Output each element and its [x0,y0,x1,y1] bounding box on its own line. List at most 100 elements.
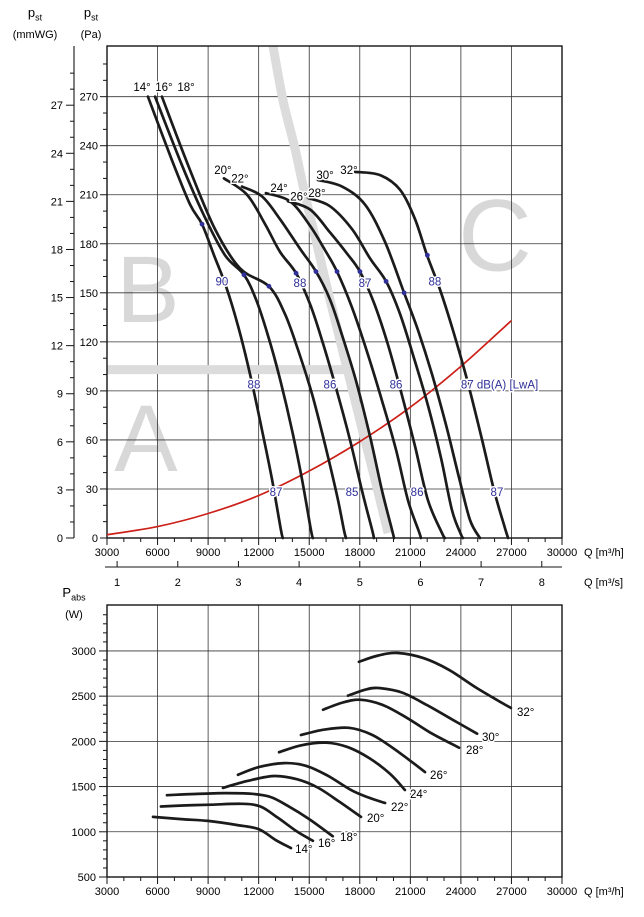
noise-label: 87 dB(A) [LwA] [461,379,538,391]
pressure-curve-14deg [146,95,285,540]
q-tick-label: 18000 [344,886,375,898]
power-angle-label-18deg: 18° [340,832,357,844]
power-angle-label-32deg: 32° [517,707,534,719]
m3s-tick-label: 3 [235,577,241,589]
angle-label-26deg: 26° [290,191,307,203]
q-tick-label: 24000 [446,886,477,898]
mmwg-axis: 0 3 6 9 12 15 18 21 24 27 [51,46,75,545]
q-tick-label: 27000 [496,886,527,898]
noise-marker-dot [293,270,299,276]
noise-label: 87 [491,487,504,499]
power-y-axis-title: Pabs (W) [62,585,86,621]
power-angle-label-30deg: 30° [482,732,499,744]
mmwg-tick-label: 9 [57,389,63,401]
noise-label: 86 [324,379,337,391]
m3s-tick-label: 5 [357,577,363,589]
q-tick-label: 6000 [145,886,169,898]
power-x-axis: 3000 6000 9000 12000 15000 18000 21000 24000 270… [95,877,624,898]
pressure-curve-22deg [240,185,396,540]
mmwg-tick-label: 3 [57,485,63,497]
m3s-tick-label: 8 [539,577,545,589]
noise-marker-dot [334,269,340,274]
pressure-curve-24deg [264,191,423,540]
mmwg-tick-label: 6 [57,437,63,449]
mmwg-tick-label: 24 [51,148,63,160]
q-tick-label: 12000 [243,547,274,559]
q-tick-label: 24000 [446,547,477,559]
angle-label-24deg: 24° [270,183,287,195]
q-tick-label: 3000 [95,547,119,559]
pa-tick-label: 240 [80,141,98,153]
mmwg-tick-label: 18 [51,244,63,256]
power-angle-label-28deg: 28° [466,745,483,757]
power-angle-label-16deg: 16° [318,838,335,850]
q-tick-label: 18000 [344,547,375,559]
pressure-x-axis: 3000 6000 9000 12000 15000 18000 21000 24000 270… [95,538,624,559]
zone-letter-C: C [458,179,532,293]
q-tick-label: 6000 [145,547,169,559]
pa-tick-label: 120 [80,337,98,349]
angle-label-18deg: 18° [177,82,194,94]
pa-tick-label: 270 [80,92,98,104]
w-tick-label: 3000 [72,646,96,658]
q-tick-label: 15000 [294,547,325,559]
pressure-curve-18deg [160,95,348,540]
angle-label-32deg: 32° [340,165,357,177]
noise-marker-dot [266,283,272,289]
power-curve-32deg [357,651,513,710]
q-tick-label: 9000 [196,886,220,898]
pa-tick-label: 60 [86,435,98,447]
pressure-curve-32deg [353,170,510,540]
power-angle-label-24deg: 24° [410,789,427,801]
power-curve-14deg [151,815,293,850]
angle-label-14deg: 14° [133,82,150,94]
angle-label-28deg: 28° [308,188,325,200]
noise-marker-dot [357,269,363,274]
w-tick-label: 1000 [72,827,96,839]
power-curve-24deg [277,741,407,792]
m3s-tick-label: 7 [478,577,484,589]
pa-tick-label: 150 [80,288,98,300]
noise-label: 88 [429,276,442,288]
x-axis-unit-m3h: Q [m³/h] [584,547,624,559]
w-tick-label: 2500 [72,691,96,703]
diagonal-guide-band [268,45,393,535]
angle-label-16deg: 16° [155,82,172,94]
power-grid [107,605,562,877]
mmwg-tick-label: 21 [51,196,63,208]
pressure-curve-16deg [153,95,315,540]
mmwg-tick-label: 27 [51,100,63,112]
power-chart: 14° 16° 18° 20° 22°24°26° 28°30° 32° 500 1000 150… [72,604,624,898]
power-curve-20deg [221,774,363,819]
m3s-tick-label: 1 [114,577,120,589]
noise-label: 87 [359,278,372,290]
pressure-y-axis-title-mmwg: pst (mmWG) [12,5,58,41]
w-tick-label: 1500 [72,782,96,794]
power-curve-28deg [321,698,461,750]
x-axis-unit-m3s: Q [m³/s] [584,577,623,589]
zone-letter-A: A [114,386,178,492]
w-tick-label: 500 [78,872,96,884]
power-angle-label-20deg: 20° [367,813,384,825]
pa-tick-label: 30 [86,484,98,496]
pressure-curve-30deg [316,178,482,540]
pressure-x-axis-m3s: 1 2 3 4 5 6 7 8 Q [m³/s] [105,561,623,589]
system-resistance-curve [106,319,512,536]
pa-tick-label: 210 [80,190,98,202]
power-curve-18deg [165,791,335,838]
mmwg-tick-label: 15 [51,293,63,305]
q-tick-label: 30000 [547,886,578,898]
q-tick-label: 21000 [395,886,426,898]
pressure-curve-20deg [222,177,376,540]
q-tick-label: 9000 [196,547,220,559]
angle-label-22deg: 22° [231,173,248,185]
angle-label-30deg: 30° [316,170,333,182]
pressure-curve-26deg [286,199,447,540]
noise-marker-dot [401,290,407,296]
power-curve-26deg [299,726,427,774]
noise-marker-dot [199,221,205,227]
w-tick-label: 2000 [72,736,96,748]
noise-label: 88 [248,379,261,391]
